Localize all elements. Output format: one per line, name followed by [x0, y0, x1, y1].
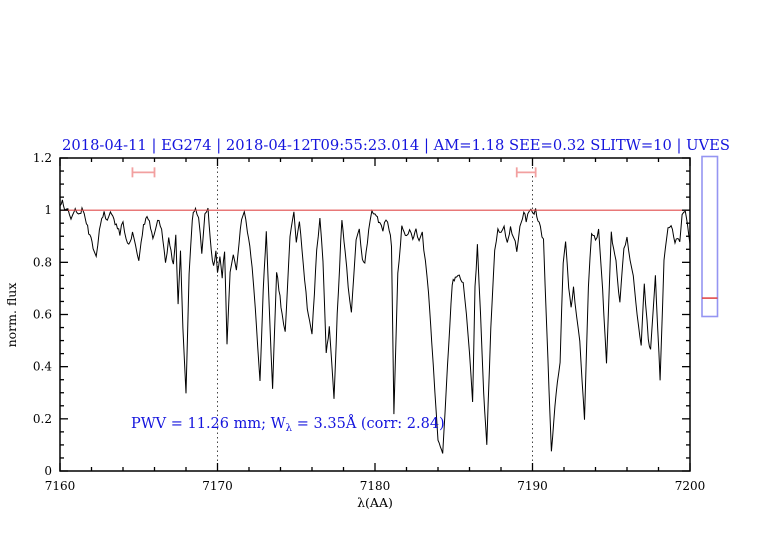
x-tick-label: 7190: [517, 479, 548, 493]
pwv-annotation-rest: = 3.35Å (corr: 2.84): [292, 414, 445, 432]
x-tick-label: 7160: [45, 479, 76, 493]
pwv-annotation-main: PWV = 11.26 mm; W: [131, 416, 286, 432]
x-axis-label: λ(AA): [357, 495, 393, 510]
y-tick-label: 0.4: [33, 360, 52, 374]
pwv-annotation-subscript: λ: [286, 422, 293, 434]
spectrum-line: [59, 199, 691, 454]
y-tick-label: 0.6: [33, 308, 52, 322]
side-gauge-box: [701, 155, 719, 318]
band-markers-layer: [131, 167, 537, 178]
axes-frame-layer: 7160 7170 7180 7190 7200 0 0.2 0.4 0.6 0.8 1 1.2: [33, 151, 705, 493]
side-gauge-layer: [701, 155, 719, 318]
x-tick-label: 7170: [202, 479, 233, 493]
x-tick-label: 7200: [675, 479, 706, 493]
y-tick-label: 0.2: [33, 412, 52, 426]
y-tick-label: 0: [44, 464, 52, 478]
x-tick-label: 7180: [360, 479, 391, 493]
y-tick-label: 1.2: [33, 151, 52, 165]
y-tick-label: 1: [44, 203, 52, 217]
pwv-annotation: PWV = 11.26 mm; Wλ = 3.35Å (corr: 2.84): [131, 414, 445, 434]
spectrum-series-layer: [59, 199, 691, 454]
y-tick-label: 0.8: [33, 255, 52, 269]
chart-title: 2018-04-11 | EG274 | 2018-04-12T09:55:23…: [62, 136, 730, 154]
y-axis-label: norm. flux: [4, 283, 19, 348]
